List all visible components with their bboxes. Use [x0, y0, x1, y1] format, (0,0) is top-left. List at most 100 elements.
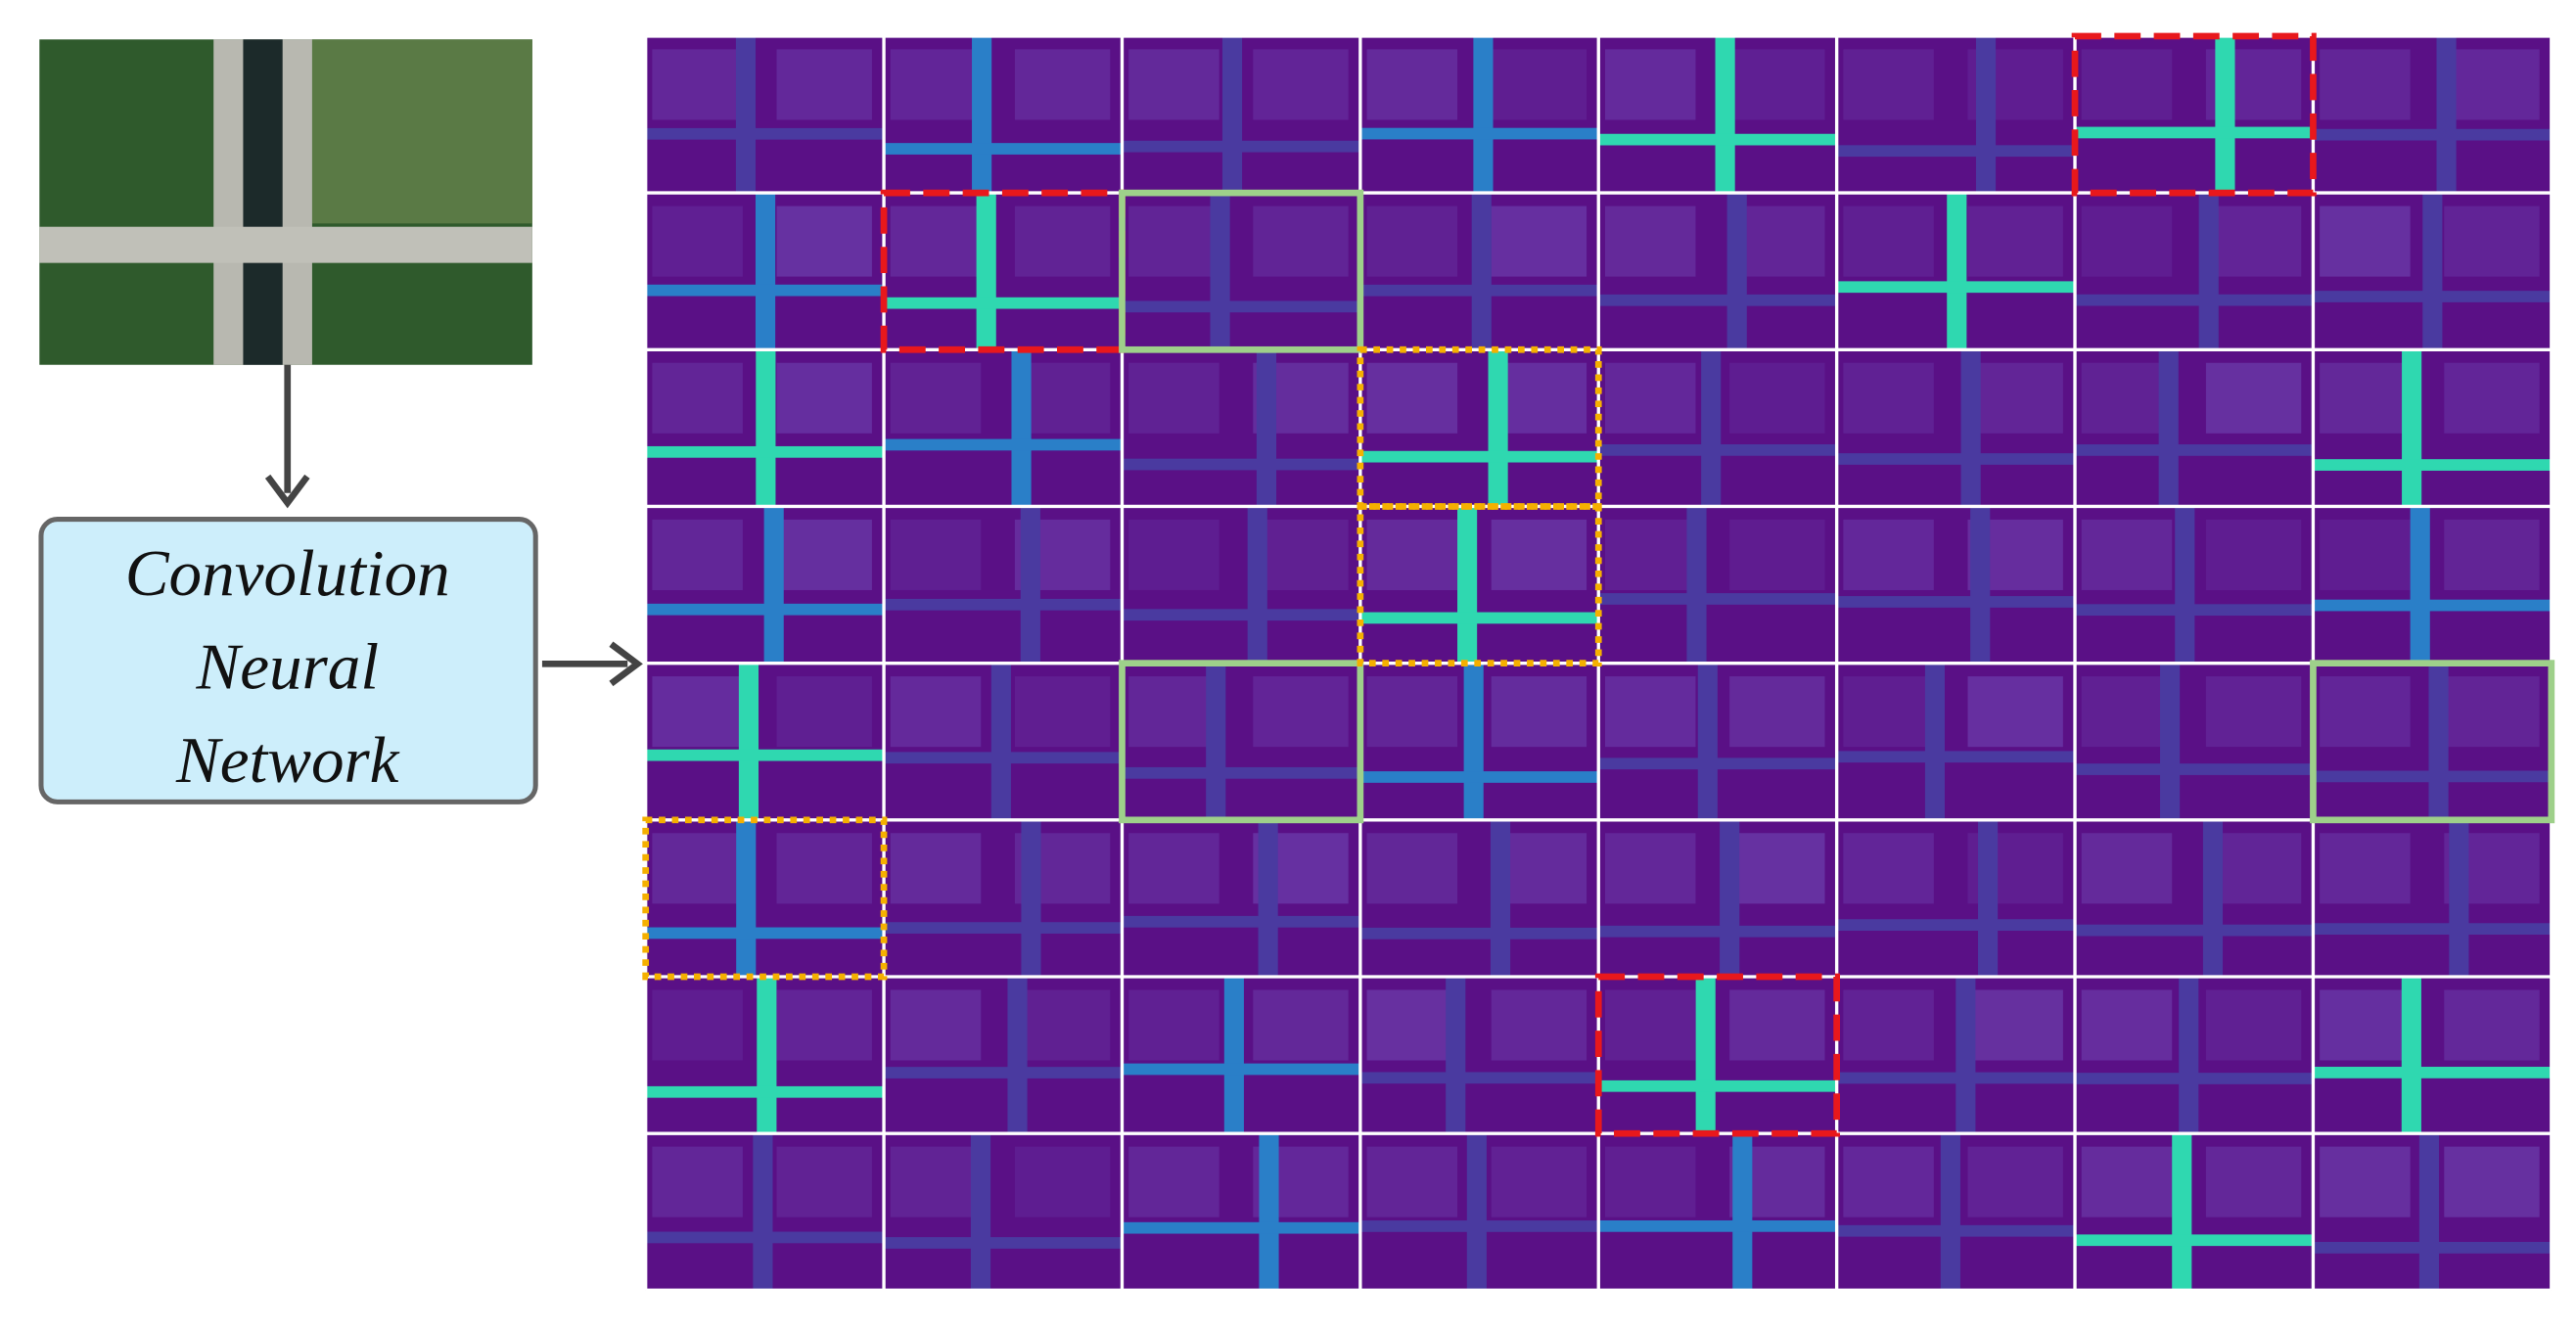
orange-highlight: [642, 816, 888, 981]
texture: [1491, 989, 1587, 1061]
texture: [2081, 206, 2173, 277]
road: [1836, 281, 2076, 294]
texture: [1128, 49, 1219, 120]
road: [645, 1085, 885, 1098]
road: [736, 819, 757, 978]
texture: [1843, 519, 1934, 590]
texture: [1729, 676, 1825, 748]
road: [1007, 977, 1028, 1134]
road: [2418, 1133, 2440, 1291]
texture: [890, 676, 982, 748]
texture: [776, 519, 872, 590]
texture: [652, 49, 743, 120]
texture: [1366, 519, 1458, 590]
texture: [2444, 676, 2540, 748]
road: [1221, 35, 1243, 194]
road: [2313, 291, 2552, 302]
road: [2428, 663, 2449, 820]
road: [757, 977, 777, 1134]
texture: [1014, 206, 1111, 277]
road: [1457, 506, 1478, 664]
texture: [1253, 519, 1349, 590]
texture: [2081, 362, 2173, 434]
road: [39, 226, 532, 263]
texture: [890, 1146, 982, 1217]
road: [1726, 193, 1747, 350]
road: [1701, 349, 1722, 507]
texture: [652, 676, 743, 748]
road: [1715, 35, 1735, 194]
road: [2401, 977, 2421, 1134]
road: [2202, 819, 2224, 978]
road: [645, 284, 885, 297]
texture: [2444, 989, 2540, 1061]
road: [2075, 444, 2314, 456]
road: [645, 1231, 885, 1244]
feature-map: [1598, 506, 1837, 664]
texture: [1491, 206, 1587, 277]
road: [1924, 663, 1946, 820]
road: [1122, 1063, 1360, 1076]
texture: [2320, 362, 2411, 434]
texture: [2205, 1146, 2302, 1217]
road: [1695, 977, 1716, 1134]
road: [1598, 133, 1837, 146]
feature-map: [884, 349, 1123, 507]
road: [645, 603, 885, 616]
texture: [1128, 1146, 1219, 1217]
texture: [890, 833, 982, 904]
road: [1122, 1221, 1360, 1234]
texture: [1128, 362, 1219, 434]
texture: [2081, 676, 2173, 748]
texture: [1729, 362, 1825, 434]
road: [884, 1067, 1123, 1079]
feature-maps: [642, 32, 2555, 1293]
road: [1598, 443, 1837, 456]
cnn-box: [38, 517, 538, 804]
texture: [2320, 989, 2411, 1061]
road: [1256, 349, 1277, 507]
road: [645, 927, 885, 940]
road: [1247, 506, 1267, 664]
texture: [652, 989, 743, 1061]
texture: [2205, 676, 2302, 748]
texture: [1604, 989, 1696, 1061]
road: [645, 749, 885, 761]
road: [2075, 1234, 2314, 1247]
texture: [1366, 49, 1458, 120]
road: [1598, 593, 1837, 605]
road: [2313, 599, 2552, 612]
road: [2313, 128, 2552, 141]
texture: [890, 519, 982, 590]
texture: [1491, 676, 1587, 748]
green-highlight: [2310, 660, 2555, 824]
texture: [1366, 833, 1458, 904]
road: [884, 752, 1123, 764]
road: [753, 1133, 773, 1291]
road: [1206, 663, 1226, 820]
texture: [776, 49, 872, 120]
red-highlight: [1594, 973, 1840, 1137]
texture: [1967, 1146, 2063, 1217]
texture: [1604, 206, 1696, 277]
road: [1122, 140, 1360, 153]
cnn-label: Convolution: [125, 536, 450, 610]
texture: [1843, 362, 1934, 434]
road: [1359, 1220, 1599, 1232]
texture: [652, 833, 743, 904]
texture: [1128, 206, 1219, 277]
road: [2075, 604, 2314, 617]
texture: [1729, 519, 1825, 590]
feature-map: [1122, 506, 1360, 664]
road: [1210, 193, 1230, 350]
road: [2172, 1133, 2192, 1291]
texture: [776, 1146, 872, 1217]
texture: [1729, 49, 1825, 120]
feature-map: [1122, 193, 1360, 350]
road: [1836, 919, 2076, 932]
road: [2313, 1242, 2552, 1254]
road: [2313, 770, 2552, 783]
canal: [243, 39, 283, 365]
road: [1978, 819, 1999, 978]
